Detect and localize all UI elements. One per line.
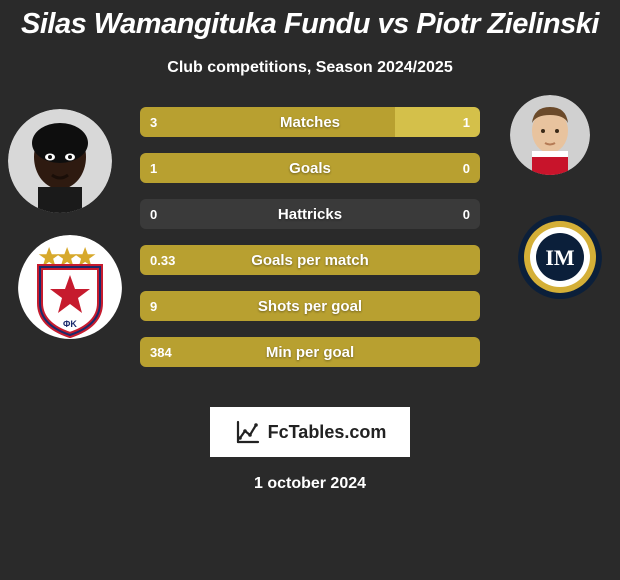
svg-text:ΦK: ΦK (63, 319, 77, 329)
stat-label: Goals (140, 153, 480, 183)
comparison-area: ΦK IM (0, 107, 620, 387)
club-right-badge: IM (518, 215, 602, 304)
stat-row: Matches3 1 (140, 107, 480, 137)
player-right-avatar (510, 95, 590, 175)
stat-label: Shots per goal (140, 291, 480, 321)
chart-icon (234, 418, 262, 446)
stat-value-right: 0 (463, 199, 470, 229)
stat-row: Shots per goal9 (140, 291, 480, 321)
stat-value-left: 3 (150, 107, 157, 137)
date-label: 1 october 2024 (0, 475, 620, 493)
stat-label: Min per goal (140, 337, 480, 367)
club-left-badge: ΦK (18, 235, 122, 344)
stat-label: Matches (140, 107, 480, 137)
stat-value-left: 0 (150, 199, 157, 229)
stat-value-left: 1 (150, 153, 157, 183)
subtitle: Club competitions, Season 2024/2025 (0, 59, 620, 77)
stat-label: Hattricks (140, 199, 480, 229)
stat-value-left: 9 (150, 291, 157, 321)
stat-value-left: 0.33 (150, 245, 175, 275)
page-title: Silas Wamangituka Fundu vs Piotr Zielins… (0, 0, 620, 41)
svg-text:IM: IM (545, 245, 575, 270)
stat-row: Goals1 0 (140, 153, 480, 183)
stat-row: Hattricks0 0 (140, 199, 480, 229)
stat-value-right: 1 (463, 107, 470, 137)
stat-label: Goals per match (140, 245, 480, 275)
stat-value-right: 0 (463, 153, 470, 183)
player-left-avatar (8, 109, 112, 213)
stat-value-left: 384 (150, 337, 172, 367)
stat-row: Min per goal384 (140, 337, 480, 367)
brand-logo-box: FcTables.com (210, 407, 410, 457)
stat-row: Goals per match0.33 (140, 245, 480, 275)
stat-bars: Matches31Goals10Hattricks00Goals per mat… (140, 107, 480, 383)
brand-name: FcTables.com (268, 422, 387, 443)
